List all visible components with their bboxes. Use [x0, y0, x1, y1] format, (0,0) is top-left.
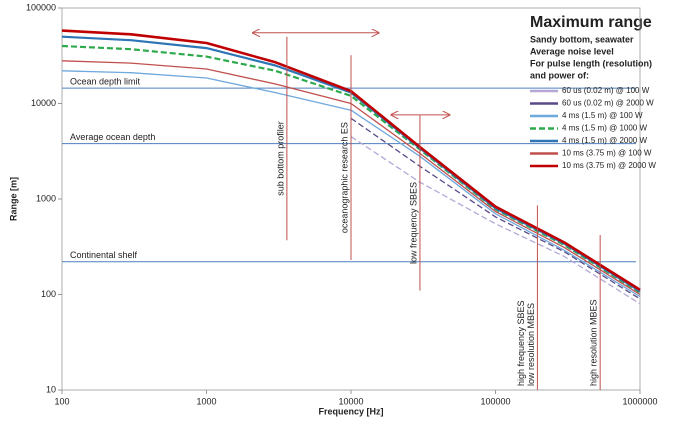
reference-label: Average ocean depth [70, 132, 155, 142]
chart-title: Maximum range [530, 14, 652, 31]
legend-subtitle: For pulse length (resolution) [530, 58, 652, 68]
reference-label: Ocean depth limit [70, 76, 141, 86]
legend-label: 60 us (0.02 m) @ 100 W [562, 86, 650, 95]
marker-label: sub bottom profiler [275, 121, 285, 196]
series-line [350, 136, 641, 305]
y-tick-label: 100000 [26, 2, 56, 12]
marker-label: oceanographic research ES [339, 122, 349, 233]
x-tick-label: 100 [54, 396, 69, 406]
y-tick-label: 1000 [36, 193, 56, 203]
x-axis-label: Frequency [Hz] [318, 406, 383, 416]
marker-label: low frequency SBES [408, 182, 418, 264]
legend-label: 10 ms (3.75 m) @ 100 W [562, 149, 652, 158]
marker-label: low resolution MBES [526, 303, 536, 386]
y-tick-label: 10 [46, 384, 56, 394]
series-line [350, 117, 641, 300]
x-tick-label: 1000 [196, 396, 216, 406]
reference-label: Continental shelf [70, 250, 138, 260]
legend-label: 4 ms (1.5 m) @ 100 W [562, 111, 643, 120]
legend-subtitle: Average noise level [530, 46, 614, 56]
marker-label: high resolution MBES [589, 299, 599, 386]
x-tick-label: 10000 [338, 396, 363, 406]
legend-label: 60 us (0.02 m) @ 2000 W [562, 99, 654, 108]
legend-label: 4 ms (1.5 m) @ 1000 W [562, 124, 647, 133]
x-tick-label: 1000000 [622, 396, 657, 406]
y-tick-label: 10000 [31, 98, 56, 108]
y-tick-label: 100 [41, 289, 56, 299]
legend-label: 10 ms (3.75 m) @ 2000 W [562, 161, 656, 170]
legend-subtitle: and power of: [530, 70, 589, 80]
legend-subtitle: Sandy bottom, seawater [530, 34, 634, 44]
marker-label: high frequency SBES [516, 300, 526, 386]
x-tick-label: 100000 [480, 396, 510, 406]
y-axis-label: Range [m] [8, 177, 18, 221]
legend-label: 4 ms (1.5 m) @ 2000 W [562, 136, 647, 145]
series-line [61, 44, 641, 294]
